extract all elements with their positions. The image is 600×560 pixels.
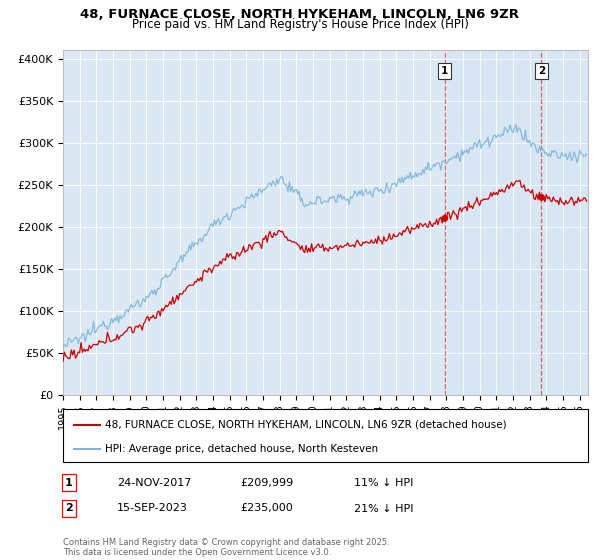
Bar [445, 50, 588, 395]
Text: 2: 2 [538, 66, 545, 76]
Text: 24-NOV-2017: 24-NOV-2017 [117, 478, 191, 488]
Point [536, 193, 546, 202]
Text: 11% ↓ HPI: 11% ↓ HPI [354, 478, 413, 488]
Text: 15-SEP-2023: 15-SEP-2023 [117, 503, 188, 514]
Text: HPI: Average price, detached house, North Kesteven: HPI: Average price, detached house, Nort… [105, 444, 378, 454]
Text: 48, FURNACE CLOSE, NORTH HYKEHAM, LINCOLN, LN6 9ZR: 48, FURNACE CLOSE, NORTH HYKEHAM, LINCOL… [80, 8, 520, 21]
Text: £235,000: £235,000 [240, 503, 293, 514]
Text: 2: 2 [65, 503, 73, 514]
Text: 48, FURNACE CLOSE, NORTH HYKEHAM, LINCOLN, LN6 9ZR (detached house): 48, FURNACE CLOSE, NORTH HYKEHAM, LINCOL… [105, 420, 506, 430]
Text: Price paid vs. HM Land Registry's House Price Index (HPI): Price paid vs. HM Land Registry's House … [131, 18, 469, 31]
Point [440, 214, 449, 223]
Text: 21% ↓ HPI: 21% ↓ HPI [354, 503, 413, 514]
Text: £209,999: £209,999 [240, 478, 293, 488]
Text: 1: 1 [441, 66, 448, 76]
Text: Contains HM Land Registry data © Crown copyright and database right 2025.
This d: Contains HM Land Registry data © Crown c… [63, 538, 389, 557]
Text: 1: 1 [65, 478, 73, 488]
FancyBboxPatch shape [63, 409, 588, 462]
